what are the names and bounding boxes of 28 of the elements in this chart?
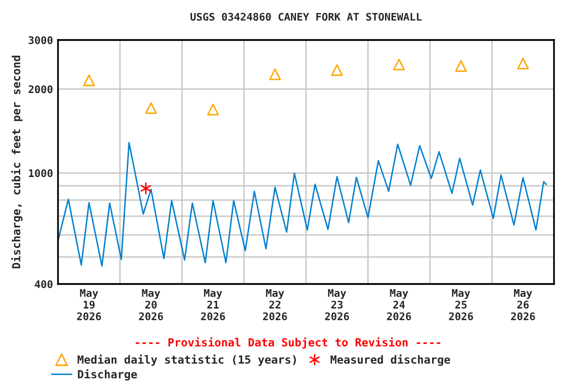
y-axis-title: Discharge, cubic feet per second — [11, 56, 22, 268]
legend-label: Discharge — [78, 369, 137, 381]
x-tick-label: May 22 2026 — [263, 289, 287, 320]
y-tick-label: 400 — [34, 280, 53, 288]
x-tick-label: May 25 2026 — [449, 289, 473, 320]
point — [269, 68, 281, 80]
legend-label: Median daily statistic (15 years) — [78, 354, 296, 366]
point — [145, 102, 157, 114]
point — [207, 104, 219, 116]
x-tick-label: May 21 2026 — [201, 289, 225, 320]
point — [393, 58, 405, 70]
x-tick-label: May 20 2026 — [139, 289, 163, 320]
x-tick-label: May 24 2026 — [387, 289, 411, 320]
x-tick-label: May 23 2026 — [325, 289, 349, 320]
point — [140, 182, 152, 194]
point — [83, 74, 95, 86]
legend-label: Measured discharge — [330, 354, 450, 366]
y-tick-label: 2000 — [28, 85, 53, 94]
x-tick-label: May 26 2026 — [511, 289, 535, 320]
text: ---- Provisional Data Subject to Revision ---- — [136, 337, 440, 349]
point — [331, 64, 343, 76]
x-tick-label: May 19 2026 — [77, 289, 101, 320]
point — [517, 58, 529, 70]
chart-title: USGS 03424860 CANEY FORK AT STONEWALL — [190, 12, 422, 21]
y-tick-label: 3000 — [28, 36, 53, 44]
point — [455, 60, 467, 72]
y-tick-label: 1000 — [29, 169, 53, 178]
line-series — [58, 142, 547, 267]
